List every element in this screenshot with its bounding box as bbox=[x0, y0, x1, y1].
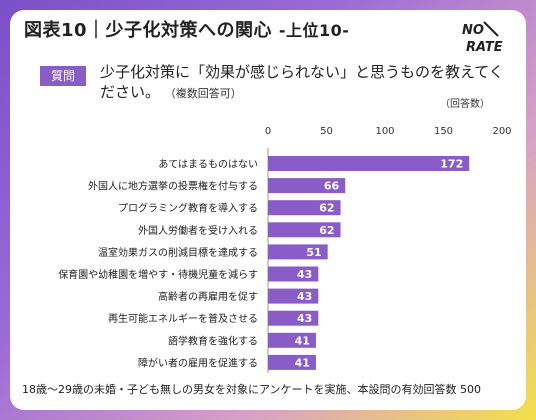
category-label: 外国人労働者を受け入れる bbox=[138, 224, 258, 237]
bar bbox=[268, 178, 346, 194]
unit-label: （回答数） bbox=[440, 99, 490, 110]
bar bbox=[268, 310, 319, 326]
x-tick-label: 0 bbox=[265, 126, 271, 137]
bar bbox=[268, 200, 341, 216]
chart-title: 図表10｜少子化対策への関心 bbox=[24, 20, 273, 41]
category-label: 障がい者の雇用を促進する bbox=[138, 356, 258, 369]
chart-subtitle: -上位10- bbox=[278, 21, 350, 40]
category-label: プログラミング教育を導入する bbox=[118, 202, 258, 215]
data-label: 43 bbox=[297, 290, 312, 303]
question-badge: 質問 bbox=[40, 66, 86, 86]
data-label: 43 bbox=[297, 268, 312, 281]
svg-text:NO: NO bbox=[462, 23, 484, 38]
bar bbox=[268, 156, 470, 171]
data-label: 172 bbox=[440, 158, 463, 171]
category-label: あてはまるものはない bbox=[158, 159, 258, 171]
page-title: 図表10｜少子化対策への関心 -上位10- bbox=[24, 16, 349, 42]
data-label: 41 bbox=[295, 334, 310, 347]
data-label: 62 bbox=[319, 224, 334, 237]
data-label: 62 bbox=[319, 202, 334, 215]
bar bbox=[268, 288, 319, 304]
category-label: 温室効果ガスの削減目標を達成する bbox=[98, 246, 258, 259]
data-label: 43 bbox=[297, 312, 312, 325]
category-label: 再生可能エネルギーを普及させる bbox=[108, 312, 258, 325]
question-note: （複数回答可） bbox=[164, 87, 242, 100]
bar bbox=[268, 354, 316, 370]
category-label: 高齢者の再雇用を促す bbox=[158, 290, 258, 303]
svg-text:RATE: RATE bbox=[466, 40, 503, 55]
data-label: 41 bbox=[295, 356, 310, 369]
x-tick-label: 100 bbox=[375, 126, 394, 137]
category-label: 外国人に地方選挙の投票権を付与する bbox=[88, 180, 258, 193]
question-body: 少子化対策に「効果が感じられない」と思うものを教えてください。 bbox=[100, 63, 504, 101]
x-tick-label: 50 bbox=[320, 126, 333, 137]
data-label: 66 bbox=[324, 180, 340, 193]
x-tick-label: 200 bbox=[492, 126, 511, 137]
data-label: 51 bbox=[306, 246, 321, 259]
bar bbox=[268, 266, 319, 282]
bar bbox=[268, 332, 316, 348]
category-label: 語学教育を強化する bbox=[168, 334, 258, 347]
brand-logo: NO RATE bbox=[462, 21, 503, 55]
bar bbox=[268, 222, 341, 238]
bar bbox=[268, 244, 328, 260]
category-label: 保育園や幼稚園を増やす・待機児童を減らす bbox=[58, 268, 258, 281]
question-text: 少子化対策に「効果が感じられない」と思うものを教えてください。 （複数回答可） bbox=[100, 62, 510, 104]
x-tick-label: 150 bbox=[434, 126, 453, 137]
footer-note: 18歳〜29歳の未婚・子ども無しの男女を対象にアンケートを実施、本設問の有効回答… bbox=[22, 383, 482, 396]
